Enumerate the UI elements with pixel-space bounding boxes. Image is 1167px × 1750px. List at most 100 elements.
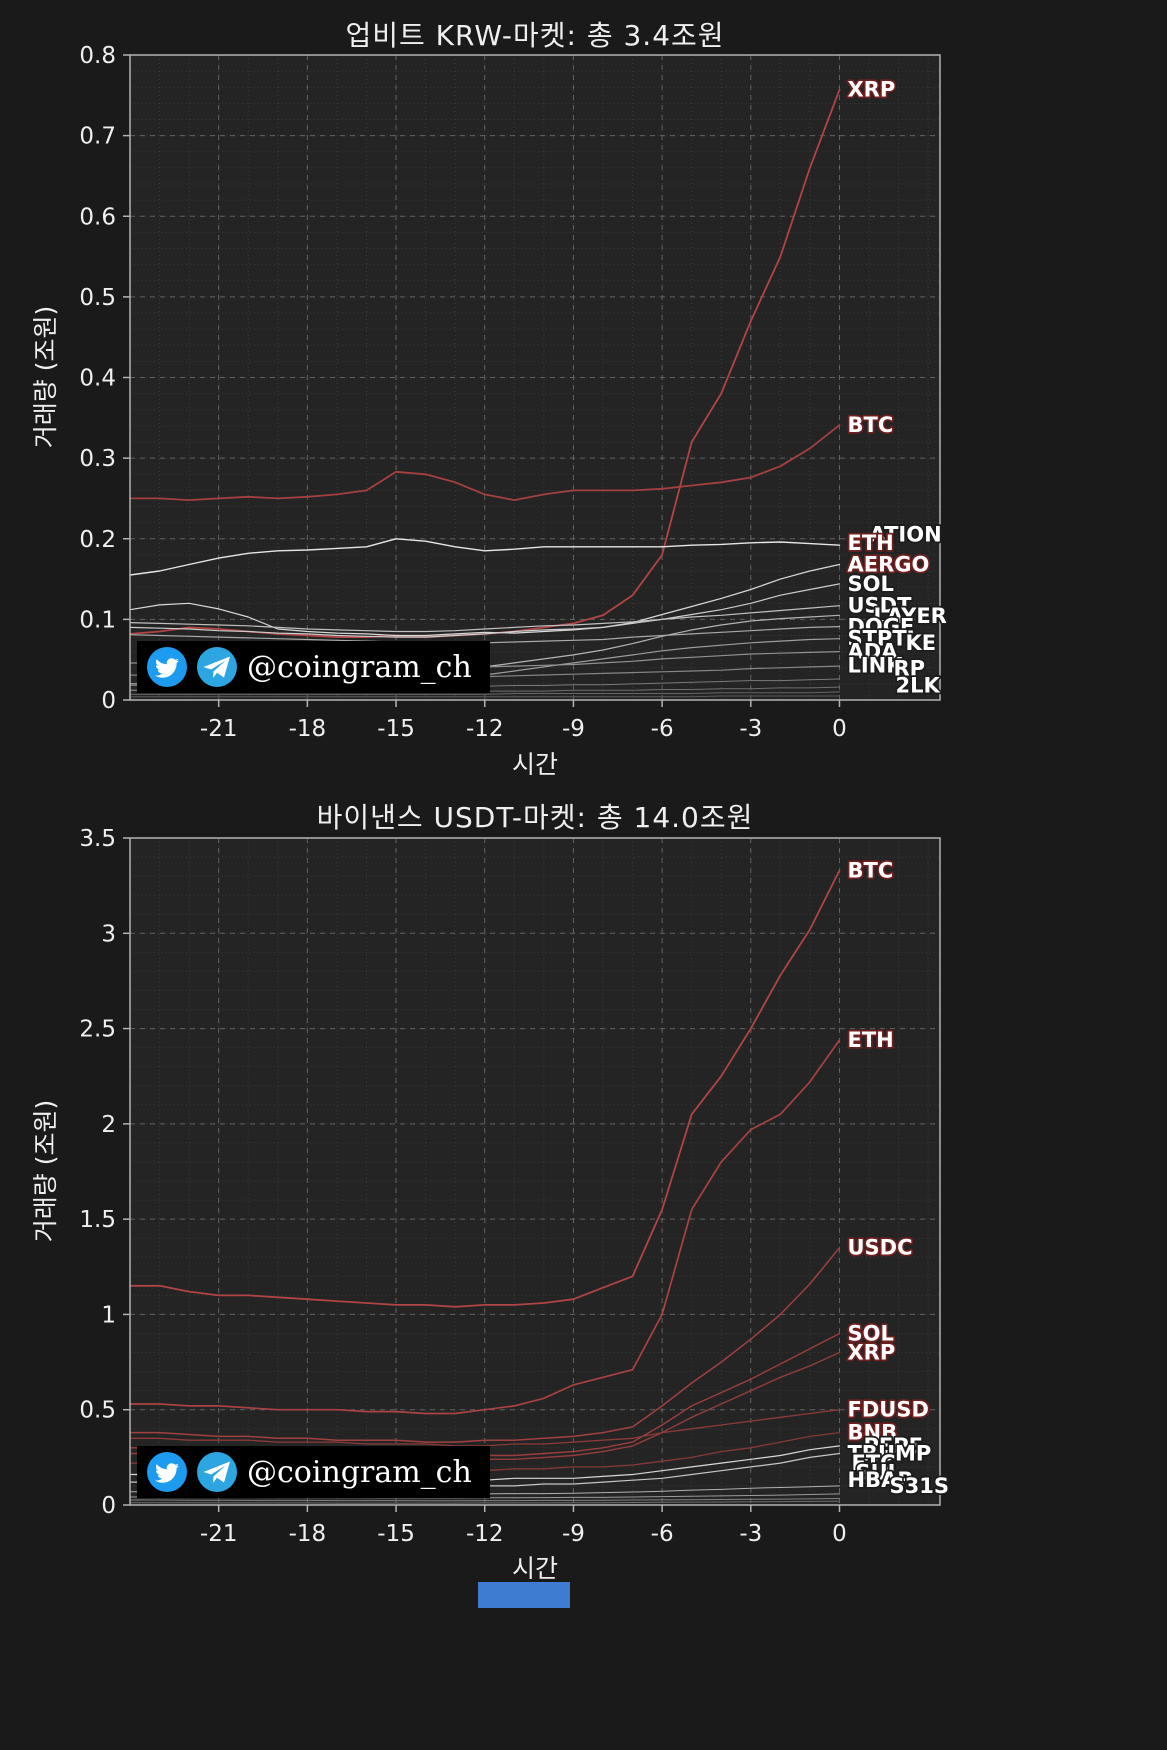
svg-text:0.4: 0.4 — [79, 366, 116, 392]
series-label-ETH: ETH — [847, 1028, 893, 1052]
series-label-ETC: ETC — [851, 1451, 895, 1475]
series-label-ATION: ATION — [869, 523, 941, 547]
series-label-BNB: BNB — [847, 1421, 897, 1445]
axes-spines — [129, 837, 941, 1506]
series-label-BTC: BTC — [847, 858, 893, 882]
svg-text:0.2: 0.2 — [79, 527, 116, 553]
chart2-y-axis-label: 거래량 (조원) — [31, 1099, 60, 1243]
series-line-BTC — [129, 869, 841, 1308]
series-line-USDT — [129, 605, 841, 633]
series-label-S31S: S31S — [889, 1474, 948, 1498]
y-tick-labels: 0 0.1 0.2 0.3 0.4 0.5 0.6 0.7 0.8 — [79, 43, 116, 714]
svg-text:-3: -3 — [739, 1521, 762, 1547]
series-label-LINK: LINK — [847, 653, 903, 677]
series-line-BTC — [129, 424, 841, 502]
svg-text:-12: -12 — [466, 716, 504, 742]
series-label-AERGO: AERGO — [847, 553, 929, 577]
svg-text:1.5: 1.5 — [79, 1207, 116, 1233]
chart1-x-axis-label: 시간 — [511, 750, 558, 779]
series-label-USDT: USDT — [847, 594, 912, 618]
series-label-STPT: STPT — [847, 627, 907, 651]
series-label-SUI: SUI — [855, 1461, 895, 1485]
svg-text:-12: -12 — [466, 1521, 504, 1547]
y-tick-labels: 0 0.5 1 1.5 2 2.5 3 3.5 — [79, 826, 116, 1519]
svg-text:-3: -3 — [739, 716, 762, 742]
svg-text:-9: -9 — [562, 1521, 585, 1547]
svg-text:-21: -21 — [200, 1521, 238, 1547]
svg-text:-18: -18 — [289, 1521, 327, 1547]
series-label-LAYER: LAYER — [873, 604, 946, 628]
chart2-title: 바이낸스 USDT-마켓: 총 14.0조원 — [316, 801, 754, 834]
series-label-SOL: SOL — [847, 1321, 893, 1345]
watermark-handle: @coingram_ch — [247, 649, 472, 685]
svg-text:0.6: 0.6 — [79, 204, 116, 230]
twitter-icon — [147, 1452, 187, 1492]
series-label-PEPE: PEPE — [863, 1434, 922, 1458]
svg-text:0.1: 0.1 — [79, 607, 116, 633]
watermark-chart1: @coingram_ch — [137, 641, 490, 693]
series-line-misc-3 — [129, 691, 840, 695]
chart2-x-axis-label: 시간 — [511, 1554, 558, 1583]
chart1-y-axis-label: 거래량 (조원) — [31, 305, 60, 449]
bottom-blue-bar — [478, 1582, 570, 1608]
svg-text:-18: -18 — [289, 716, 327, 742]
series-line-AERGO — [129, 563, 841, 637]
svg-text:0.7: 0.7 — [79, 124, 116, 150]
svg-text:0: 0 — [101, 1493, 116, 1519]
telegram-icon — [197, 1452, 237, 1492]
series-label-USDC: USDC — [847, 1236, 912, 1260]
svg-text:3: 3 — [101, 921, 116, 947]
svg-text:-21: -21 — [200, 716, 238, 742]
series-label-FDUSD: FDUSD — [847, 1398, 928, 1422]
svg-text:0.5: 0.5 — [79, 1398, 116, 1424]
svg-text:0.3: 0.3 — [79, 446, 116, 472]
series-label-XRP: XRP — [847, 78, 895, 102]
series-line-ETH — [129, 1039, 841, 1415]
series-label-DOGE: DOGE — [847, 615, 914, 639]
svg-text:0: 0 — [101, 688, 116, 714]
svg-text:0: 0 — [832, 1521, 847, 1547]
watermark-chart2: @coingram_ch — [137, 1446, 490, 1498]
series-label-SOL: SOL — [847, 572, 893, 596]
series-line-misc-3 — [129, 1498, 840, 1502]
svg-text:1: 1 — [101, 1302, 116, 1328]
plot-background — [130, 838, 940, 1505]
chart-2: -21 -18 -15 -12 -9 -6 -3 0 0 0.5 1 1.5 2 2.5 3 3.5 BTC ET… — [79, 826, 951, 1547]
series-line-FDUSD — [129, 1409, 841, 1447]
series-label-HBAR: HBAR — [847, 1468, 913, 1492]
svg-text:3.5: 3.5 — [79, 826, 116, 852]
telegram-icon — [197, 647, 237, 687]
series-line-ETH — [129, 538, 841, 576]
x-tick-labels: -21 -18 -15 -12 -9 -6 -3 0 — [200, 1521, 847, 1547]
svg-text:-6: -6 — [651, 1521, 674, 1547]
series-label-RP: RP — [893, 657, 925, 681]
tick-marks — [123, 837, 841, 1512]
series-line-SOL — [129, 583, 841, 638]
series-label-ETH: ETH — [847, 531, 893, 555]
svg-text:-15: -15 — [377, 716, 415, 742]
tick-marks — [123, 54, 841, 707]
series-label-BTC: BTC — [847, 413, 893, 437]
series-label-KE: KE — [905, 631, 936, 655]
chart1-title: 업비트 KRW-마켓: 총 3.4조원 — [345, 19, 725, 52]
svg-text:-9: -9 — [562, 716, 585, 742]
twitter-icon — [147, 647, 187, 687]
series-label-2LK: 2LK — [895, 673, 940, 697]
x-tick-labels: -21 -18 -15 -12 -9 -6 -3 0 — [200, 716, 847, 742]
svg-text:0: 0 — [832, 716, 847, 742]
svg-text:-6: -6 — [651, 716, 674, 742]
svg-text:0.8: 0.8 — [79, 43, 116, 69]
svg-text:2.5: 2.5 — [79, 1017, 116, 1043]
watermark-handle: @coingram_ch — [247, 1454, 472, 1490]
svg-text:-15: -15 — [377, 1521, 415, 1547]
major-grid — [130, 54, 940, 701]
series-label-XRP: XRP — [847, 1341, 895, 1365]
svg-text:0.5: 0.5 — [79, 285, 116, 311]
svg-text:2: 2 — [101, 1112, 116, 1138]
series-label-ADA: ADA — [847, 640, 898, 664]
series-line-misc-4 — [129, 1500, 840, 1504]
series-line-misc-4 — [129, 695, 840, 698]
